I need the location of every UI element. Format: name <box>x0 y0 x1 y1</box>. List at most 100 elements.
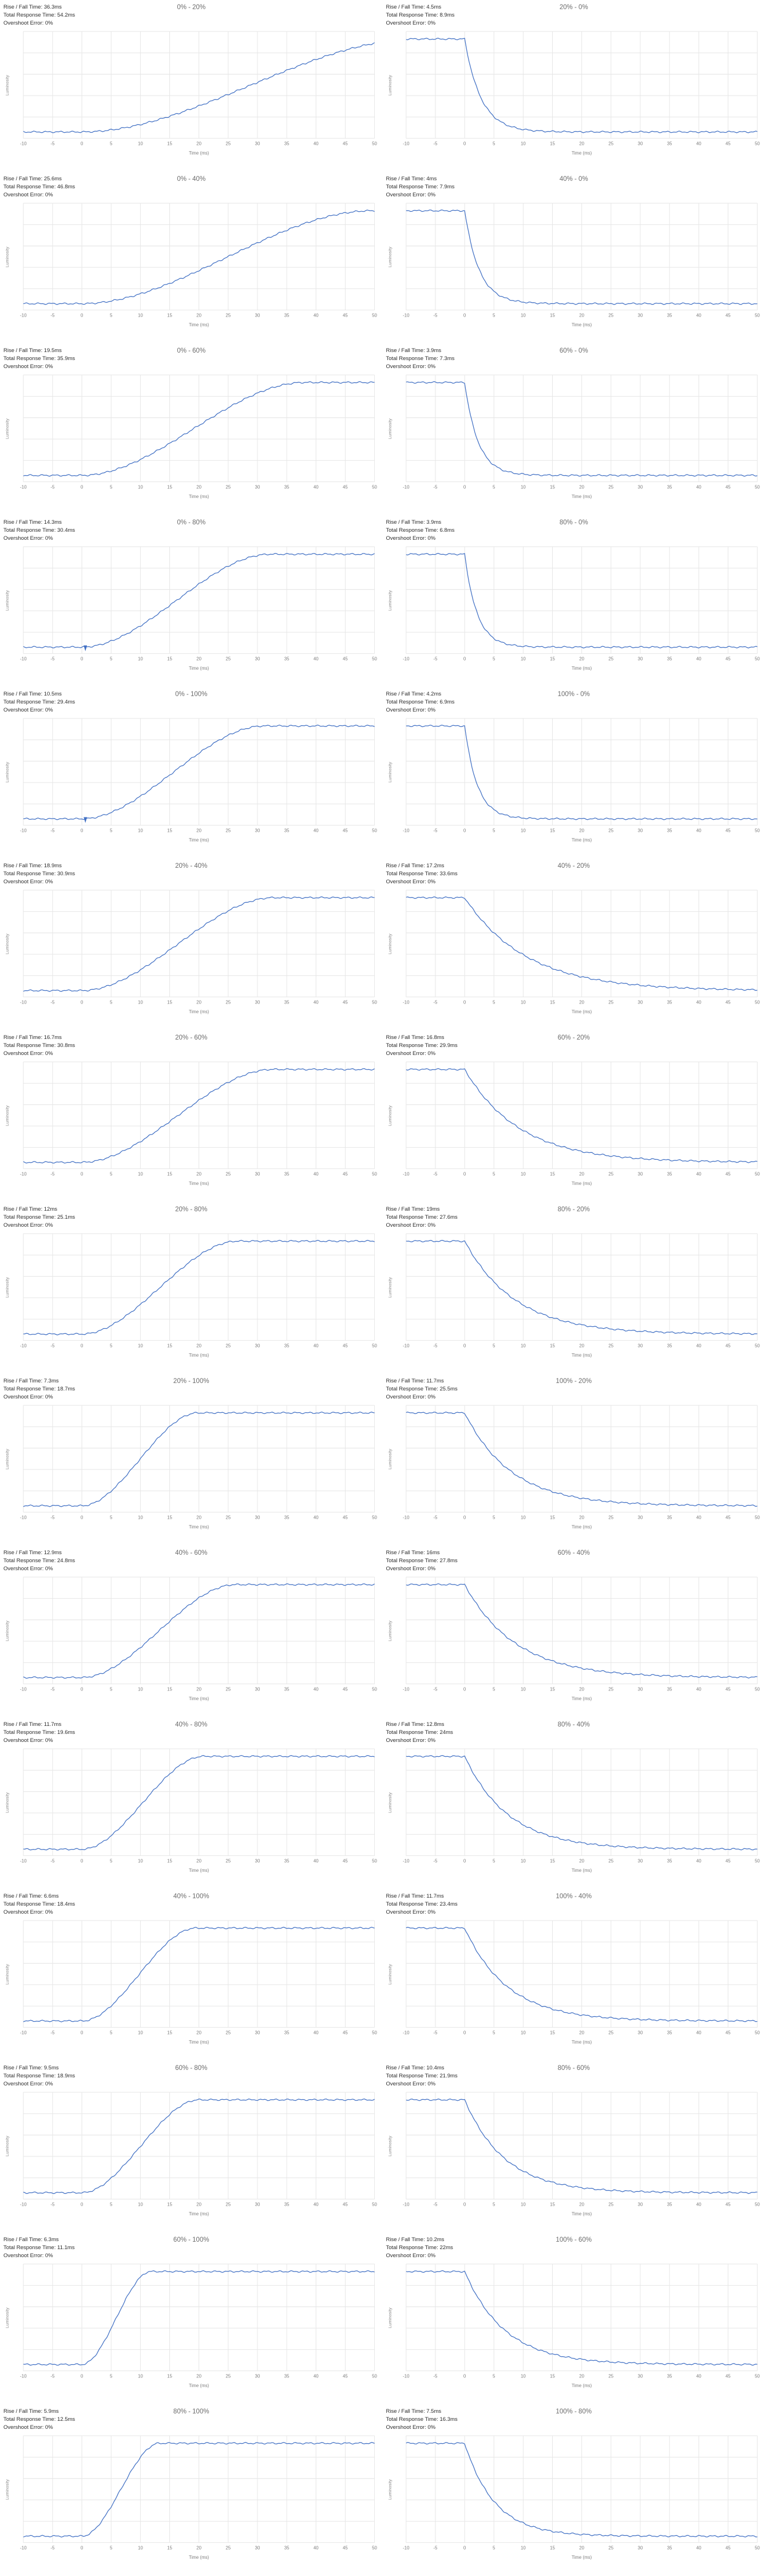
svg-text:10: 10 <box>520 1859 525 1864</box>
svg-text:-5: -5 <box>50 1687 55 1692</box>
y-axis-label: Luminosity <box>387 762 393 783</box>
svg-text:50: 50 <box>755 1344 760 1349</box>
rise-fall-value: 14.3ms <box>43 519 62 526</box>
svg-text:5: 5 <box>110 485 113 490</box>
total-response-line: Total Response Time: 29.9ms <box>386 1042 761 1050</box>
svg-text:50: 50 <box>372 485 377 490</box>
svg-text:40: 40 <box>696 1687 701 1692</box>
svg-text:10: 10 <box>138 2546 143 2551</box>
svg-text:5: 5 <box>493 1000 496 1005</box>
svg-text:5: 5 <box>110 2374 113 2379</box>
svg-text:15: 15 <box>167 1515 172 1520</box>
rise-fall-label: Rise / Fall Time: <box>386 2408 425 2415</box>
svg-text:10: 10 <box>520 828 525 833</box>
chart-title: 100% - 0% <box>557 691 590 698</box>
svg-text:50: 50 <box>755 1515 760 1520</box>
svg-text:25: 25 <box>608 1172 613 1177</box>
chart-cell: 100% - 60% Rise / Fall Time: 10.2ms Tota… <box>383 2233 765 2404</box>
rise-fall-label: Rise / Fall Time: <box>3 176 43 182</box>
chart-plot: -10 -5 0 5 10 15 20 25 30 35 40 45 50 Time (ms) <box>403 374 760 499</box>
y-axis-label: Luminosity <box>387 1449 393 1470</box>
plot-row: Luminosity -10 -5 0 5 10 15 20 25 30 35 40 45 50 Time… <box>3 200 378 333</box>
svg-text:-5: -5 <box>433 1687 438 1692</box>
svg-text:5: 5 <box>110 1000 113 1005</box>
svg-text:-5: -5 <box>433 2030 438 2036</box>
svg-text:35: 35 <box>284 2374 290 2379</box>
svg-text:Time (ms): Time (ms) <box>572 2040 592 2045</box>
rise-fall-value: 12.8ms <box>426 1721 445 1728</box>
svg-text:Time (ms): Time (ms) <box>189 2211 209 2217</box>
rise-fall-value: 16.7ms <box>43 1034 62 1041</box>
rise-fall-value: 12ms <box>43 1206 57 1212</box>
svg-text:0: 0 <box>463 2030 466 2036</box>
svg-text:5: 5 <box>493 2030 496 2036</box>
y-axis-label: Luminosity <box>5 1449 10 1470</box>
svg-text:50: 50 <box>755 1000 760 1005</box>
svg-text:Time (ms): Time (ms) <box>572 494 592 499</box>
svg-text:10: 10 <box>520 1515 525 1520</box>
rise-fall-line: Rise / Fall Time: 6.3ms <box>3 2236 378 2244</box>
svg-text:-10: -10 <box>403 1515 410 1520</box>
svg-text:45: 45 <box>726 1000 731 1005</box>
svg-text:0: 0 <box>81 1859 84 1864</box>
chart-plot: -10 -5 0 5 10 15 20 25 30 35 40 45 50 Time (ms) <box>403 203 760 327</box>
chart-info: Rise / Fall Time: 11.7ms Total Response … <box>386 1893 761 1916</box>
svg-text:10: 10 <box>138 1000 143 1005</box>
svg-text:Time (ms): Time (ms) <box>189 2040 209 2045</box>
svg-text:25: 25 <box>225 1000 231 1005</box>
svg-text:25: 25 <box>608 828 613 833</box>
svg-text:-5: -5 <box>50 485 55 490</box>
chart-plot: -10 -5 0 5 10 15 20 25 30 35 40 45 50 Time (ms) <box>403 1920 760 2045</box>
rise-fall-line: Rise / Fall Time: 16.7ms <box>3 1034 378 1042</box>
svg-text:5: 5 <box>493 1172 496 1177</box>
total-response-line: Total Response Time: 23.4ms <box>386 1901 761 1909</box>
svg-text:45: 45 <box>726 1172 731 1177</box>
rise-fall-label: Rise / Fall Time: <box>3 2237 43 2243</box>
svg-text:-5: -5 <box>433 1344 438 1349</box>
total-response-label: Total Response Time: <box>386 2244 438 2251</box>
chart-title: 0% - 80% <box>177 519 206 526</box>
svg-text:10: 10 <box>138 1172 143 1177</box>
overshoot-line: Overshoot Error: 0% <box>386 19 761 27</box>
total-response-value: 30.4ms <box>57 527 76 534</box>
overshoot-value: 0% <box>45 1050 53 1057</box>
chart-cell: 20% - 40% Rise / Fall Time: 18.9ms Total… <box>0 859 383 1030</box>
plot-row: Luminosity -10 -5 0 5 10 15 20 25 30 35 40 45 50 Time… <box>3 29 378 161</box>
total-response-label: Total Response Time: <box>386 1901 438 1907</box>
svg-text:50: 50 <box>372 141 377 147</box>
rise-fall-line: Rise / Fall Time: 14.3ms <box>3 519 378 527</box>
svg-text:35: 35 <box>284 2546 290 2551</box>
rise-fall-label: Rise / Fall Time: <box>386 1206 425 1212</box>
rise-fall-value: 11.7ms <box>426 1893 444 1899</box>
svg-text:20: 20 <box>579 1859 584 1864</box>
chart-title: 100% - 80% <box>556 2408 592 2415</box>
svg-text:Time (ms): Time (ms) <box>189 1868 209 1873</box>
svg-text:-10: -10 <box>403 657 410 662</box>
svg-text:35: 35 <box>284 1000 290 1005</box>
svg-text:35: 35 <box>284 657 290 662</box>
svg-text:10: 10 <box>138 657 143 662</box>
overshoot-label: Overshoot Error: <box>386 878 426 885</box>
svg-text:25: 25 <box>608 657 613 662</box>
svg-text:-5: -5 <box>50 141 55 147</box>
rise-fall-line: Rise / Fall Time: 11.7ms <box>386 1377 761 1385</box>
svg-text:0: 0 <box>81 485 84 490</box>
svg-text:35: 35 <box>667 1859 672 1864</box>
total-response-label: Total Response Time: <box>386 527 438 534</box>
svg-text:-10: -10 <box>20 2030 27 2036</box>
svg-text:Time (ms): Time (ms) <box>572 1009 592 1014</box>
svg-text:-5: -5 <box>50 1172 55 1177</box>
svg-text:0: 0 <box>81 2202 84 2207</box>
svg-text:30: 30 <box>255 1172 260 1177</box>
svg-text:25: 25 <box>608 1687 613 1692</box>
svg-text:40: 40 <box>696 1344 701 1349</box>
svg-text:5: 5 <box>493 2374 496 2379</box>
chart-info: Rise / Fall Time: 14.3ms Total Response … <box>3 519 378 542</box>
chart-title: 40% - 60% <box>175 1550 208 1556</box>
plot-row: Luminosity -10 -5 0 5 10 15 20 25 30 35 40 45 50 Time… <box>386 1402 761 1535</box>
chart-title: 100% - 40% <box>556 1893 592 1900</box>
overshoot-label: Overshoot Error: <box>386 2424 426 2431</box>
rise-fall-value: 16ms <box>426 1550 440 1556</box>
chart-plot: -10 -5 0 5 10 15 20 25 30 35 40 45 50 Time (ms) <box>403 2435 760 2560</box>
overshoot-line: Overshoot Error: 0% <box>3 1050 378 1058</box>
